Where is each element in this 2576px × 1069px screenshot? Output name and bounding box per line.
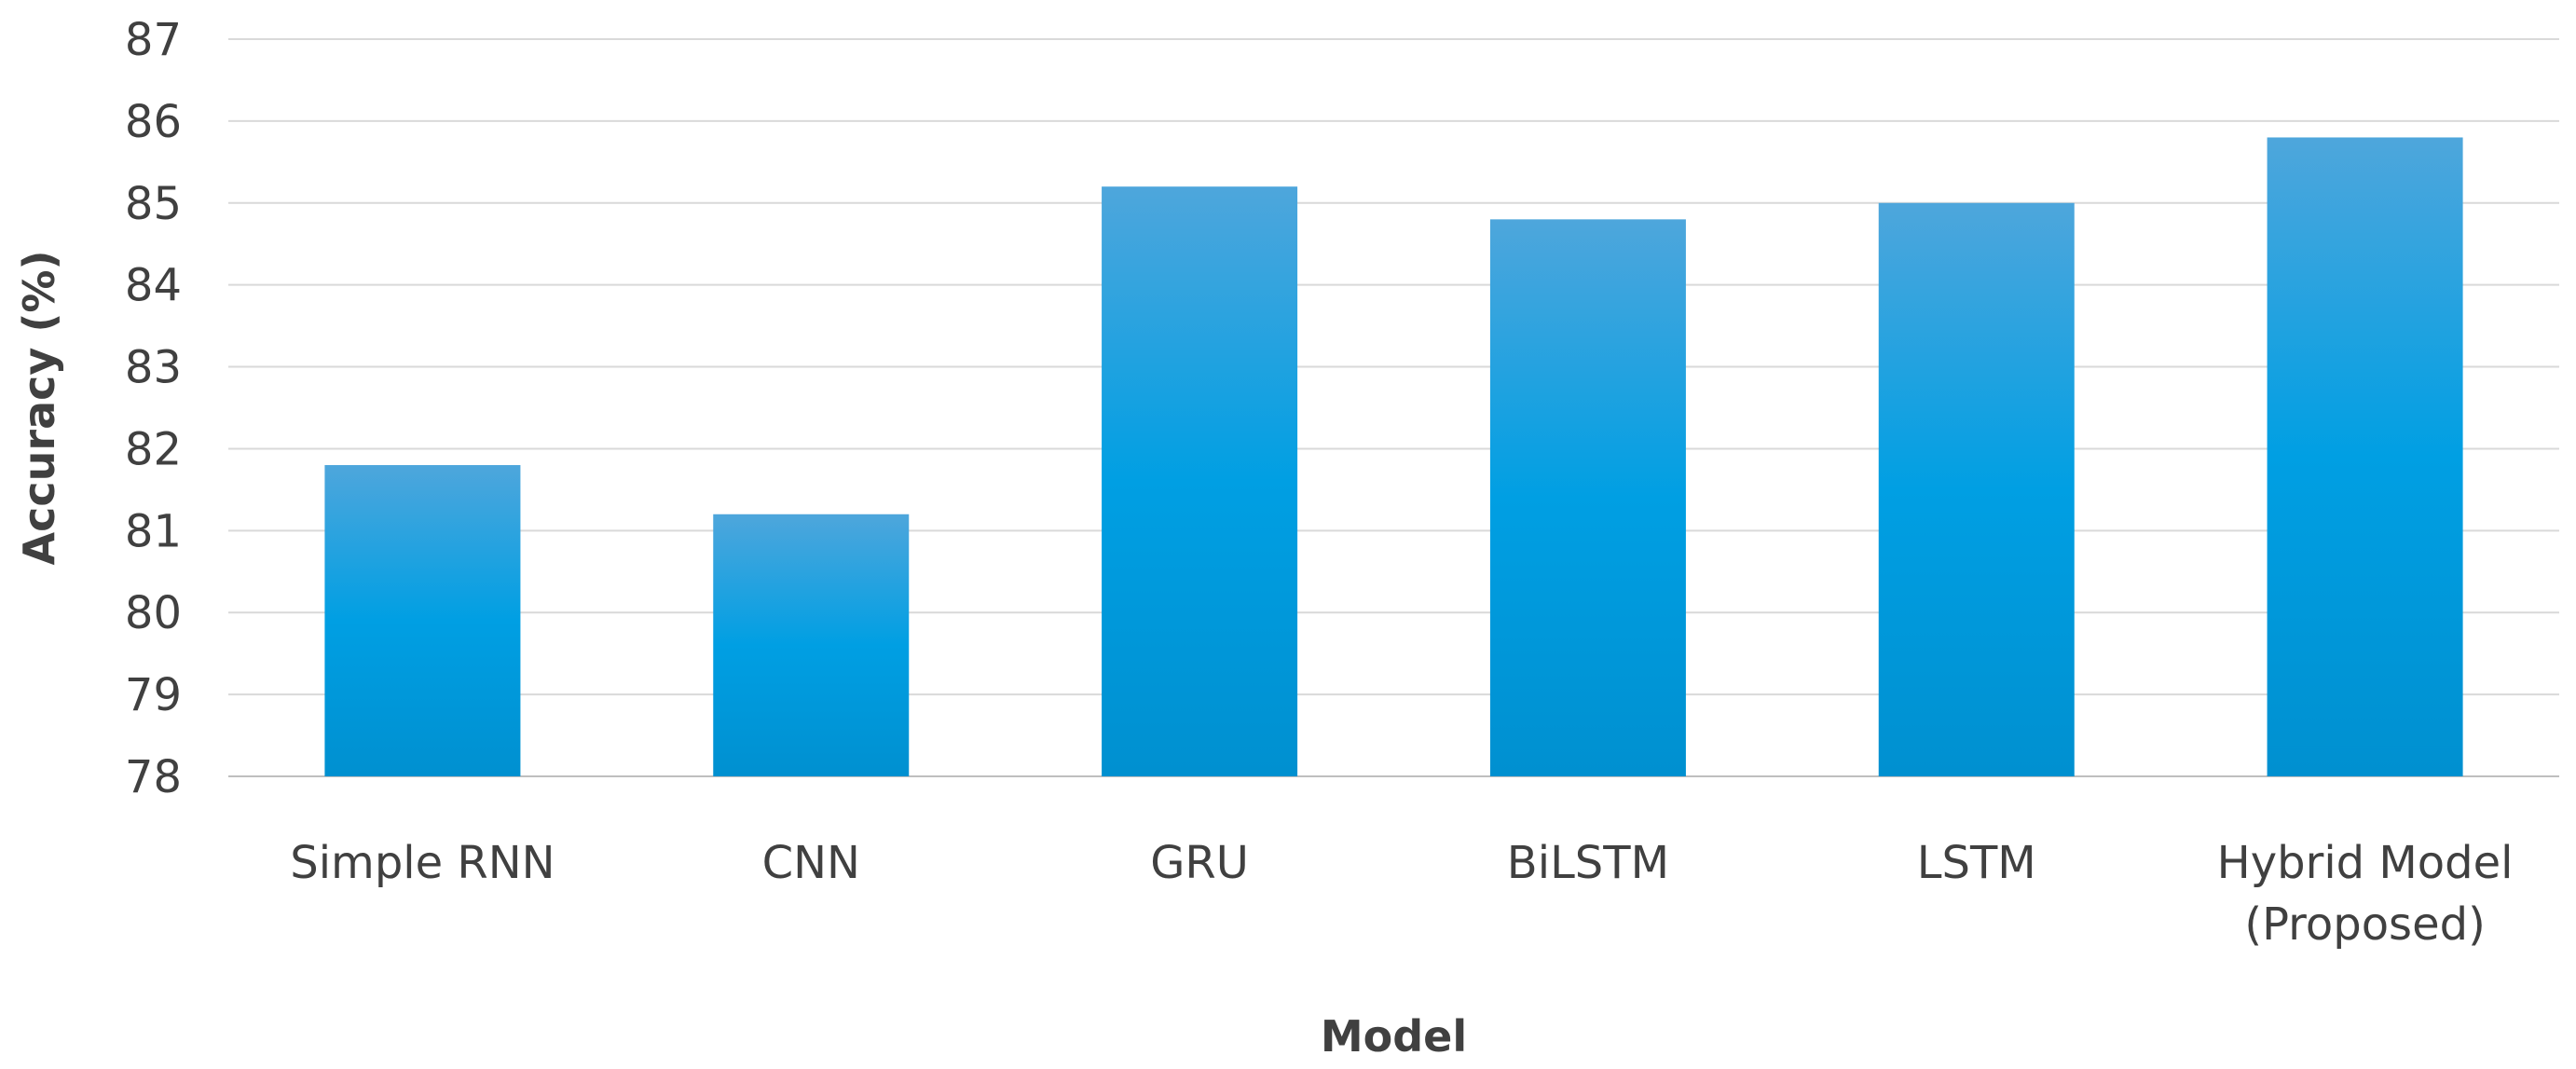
y-tick-label: 78 bbox=[125, 751, 182, 803]
x-category-label: CNN bbox=[762, 837, 860, 889]
bars bbox=[324, 137, 2463, 776]
y-tick-label: 79 bbox=[125, 669, 182, 721]
gridlines bbox=[228, 38, 2559, 777]
bar bbox=[324, 465, 521, 776]
bar bbox=[1102, 186, 1298, 776]
y-axis-title: Accuracy (%) bbox=[14, 250, 64, 565]
x-category-label: LSTM bbox=[1917, 837, 2036, 889]
bar bbox=[1489, 219, 1686, 776]
x-axis-title: Model bbox=[1321, 1011, 1467, 1062]
y-axis-ticks: 78 79 80 81 82 83 84 85 86 87 bbox=[125, 14, 182, 803]
y-tick-label: 84 bbox=[125, 260, 182, 312]
x-category-label: BiLSTM bbox=[1507, 837, 1669, 889]
y-tick-label: 83 bbox=[125, 342, 182, 394]
y-tick-label: 87 bbox=[125, 14, 182, 66]
x-axis-category-labels: Simple RNN CNN GRU BiLSTM LSTM Hybrid Model (P… bbox=[290, 837, 2513, 951]
y-tick-label: 86 bbox=[125, 96, 182, 148]
y-tick-label: 85 bbox=[125, 178, 182, 230]
bar bbox=[2267, 137, 2463, 776]
x-category-label: Simple RNN bbox=[290, 837, 555, 889]
x-category-label: Hybrid Model bbox=[2217, 837, 2514, 889]
bar bbox=[713, 514, 910, 776]
bar bbox=[1878, 202, 2075, 776]
x-category-label: GRU bbox=[1150, 837, 1249, 889]
y-tick-label: 81 bbox=[125, 505, 182, 557]
y-tick-label: 82 bbox=[125, 423, 182, 475]
y-tick-label: 80 bbox=[125, 587, 182, 639]
x-category-label: (Proposed) bbox=[2244, 898, 2485, 951]
